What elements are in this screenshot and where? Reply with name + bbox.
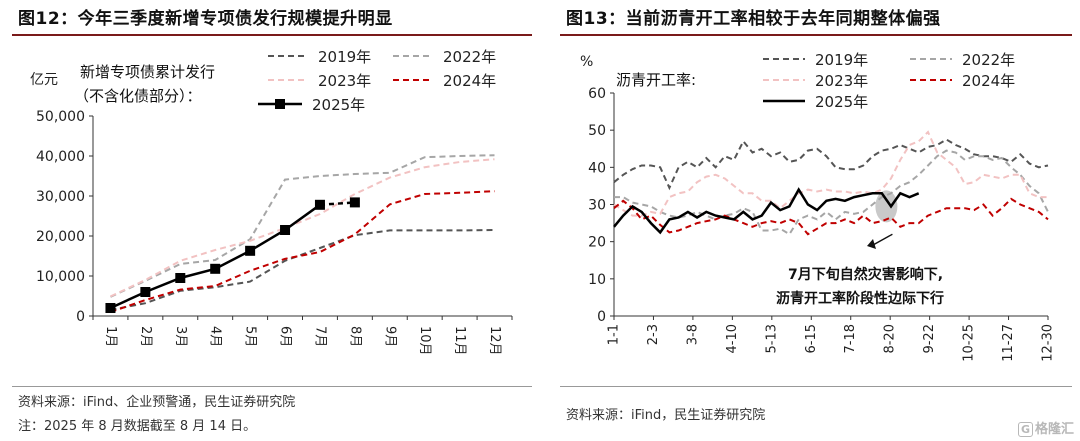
legend-label: 2024年 <box>962 72 1015 90</box>
series-line-2022年 <box>110 154 495 298</box>
y-tick-label: 50 <box>588 123 606 139</box>
source-divider <box>560 386 1072 387</box>
series-line-2022年 <box>614 149 1049 236</box>
y-tick-label: 40 <box>588 160 606 176</box>
chart-title: 图13：当前沥青开工率相较于去年同期整体偏强 <box>566 9 941 29</box>
y-tick-label: 30,000 <box>36 189 85 205</box>
x-tick-label: 6月 <box>278 326 293 347</box>
y-axis-label: 亿元 <box>30 72 58 88</box>
x-tick-label: 11-27 <box>1001 324 1016 362</box>
x-tick-label: 5-13 <box>764 324 779 354</box>
x-tick-label: 11月 <box>452 326 467 356</box>
x-tick-label: 4月 <box>208 326 223 347</box>
chart-annotation-cont: （不含化债部分）： <box>74 87 202 105</box>
x-tick-label: 10-25 <box>962 324 977 362</box>
series-line-2023年 <box>110 158 495 298</box>
source-text: 资料来源：iFind，民生证券研究院 <box>566 408 766 423</box>
x-tick-label: 12-30 <box>1041 324 1056 362</box>
x-tick-label: 8-20 <box>883 324 898 354</box>
x-tick-label: 8月 <box>347 326 362 347</box>
x-tick-label: 5月 <box>243 326 258 347</box>
callout-text-line1: 7月下旬自然灾害影响下, <box>788 266 943 283</box>
chart-left: 0 10,000 20,000 30,000 40,000 50,000 1月 2月 3月 4月 5… <box>30 48 513 356</box>
x-tick-label: 9-22 <box>922 324 937 354</box>
title-divider <box>12 34 532 36</box>
legend-label: 2023年 <box>318 72 371 90</box>
panel-right: 图13：当前沥青开工率相较于去年同期整体偏强 0 10 20 30 40 50 60 1-1 2… <box>548 0 1080 441</box>
x-tick-label: 10月 <box>417 326 432 356</box>
series-marker-2025 <box>280 225 291 235</box>
y-tick-label: 50,000 <box>36 109 85 125</box>
source-text: 资料来源：iFind、企业预警通，民生证券研究院 <box>18 395 296 410</box>
y-tick-label: 0 <box>597 309 606 325</box>
legend-label: 2024年 <box>443 72 496 90</box>
x-tick-label: 1-1 <box>607 324 622 345</box>
y-tick-label: 10,000 <box>36 269 85 285</box>
y-tick-label: 0 <box>76 309 85 325</box>
legend-label: 2019年 <box>318 48 371 66</box>
series-marker-2025 <box>349 197 360 208</box>
series-marker-2025 <box>140 287 151 297</box>
chart-title: 图12：今年三季度新增专项债发行规模提升明显 <box>18 9 393 29</box>
x-tick-label: 12月 <box>487 326 502 356</box>
legend-label: 2022年 <box>962 51 1015 69</box>
legend-marker <box>275 99 285 109</box>
x-tick-label: 2月 <box>138 326 153 347</box>
highlight-region <box>875 190 898 223</box>
series-line-2025-partial <box>319 201 355 207</box>
y-tick-label: 20,000 <box>36 229 85 245</box>
y-axis-label: % <box>580 54 593 70</box>
series-marker-2025 <box>210 263 221 274</box>
x-tick-label: 1月 <box>103 326 118 347</box>
y-tick-label: 40,000 <box>36 149 85 165</box>
x-tick-label: 7-18 <box>843 324 858 354</box>
chart-annotation: 沥青开工率: <box>616 71 696 89</box>
title-divider <box>560 34 1072 36</box>
legend-label: 2022年 <box>443 48 496 66</box>
series-marker-2025 <box>105 303 116 313</box>
watermark-badge-icon: G <box>1017 422 1033 437</box>
series-line-2024年 <box>110 190 495 313</box>
x-tick-label: 7月 <box>312 326 327 347</box>
legend-label: 2019年 <box>815 51 868 69</box>
watermark-text: 格隆汇 <box>1034 422 1074 437</box>
chart-right: 0 10 20 30 40 50 60 1-1 2-3 3-8 4-10 5-13 6-15 7-18 8-… <box>580 51 1056 362</box>
series-marker-2025 <box>314 199 325 210</box>
x-tick-label: 3月 <box>173 326 188 347</box>
y-tick-label: 10 <box>588 272 606 288</box>
panel-left: 图12：今年三季度新增专项债发行规模提升明显 0 10,000 20,000 30,0… <box>12 9 532 434</box>
legend-label: 2023年 <box>815 72 868 90</box>
y-tick-label: 20 <box>588 235 606 251</box>
series-line-2019年 <box>613 138 1049 191</box>
x-tick-label: 9月 <box>382 326 397 347</box>
x-tick-label: 2-3 <box>646 324 661 345</box>
series-line-2025年 <box>613 187 920 235</box>
series-line-2023年 <box>613 130 1048 217</box>
legend-label: 2025年 <box>312 96 365 114</box>
source-divider <box>12 386 532 387</box>
x-tick-label: 6-15 <box>804 324 819 354</box>
x-tick-label: 4-10 <box>725 324 740 354</box>
watermark-logo: G 格隆汇 <box>1017 418 1074 437</box>
callout-arrowhead <box>867 239 876 249</box>
chart-annotation: 新增专项债累计发行 <box>80 63 215 81</box>
x-tick-label: 3-8 <box>685 324 700 345</box>
series-marker-2025 <box>245 245 256 256</box>
series-line-2024年 <box>613 197 1049 236</box>
callout-arrow-line <box>872 233 893 246</box>
y-tick-label: 30 <box>588 198 606 214</box>
series-marker-2025 <box>175 273 186 283</box>
y-tick-label: 60 <box>588 86 606 102</box>
note-text: 注：2025 年 8 月数据截至 8 月 14 日。 <box>18 419 257 434</box>
legend-label: 2025年 <box>815 93 868 111</box>
callout-text-line2: 沥青开工率阶段性边际下行 <box>776 290 944 307</box>
